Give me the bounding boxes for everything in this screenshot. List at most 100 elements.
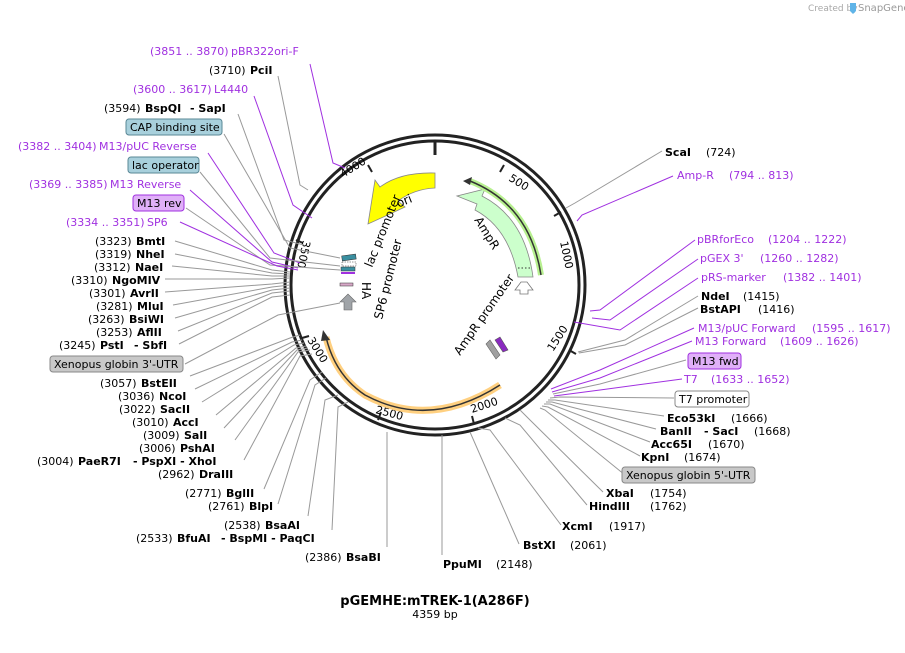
svg-text:pRS-marker: pRS-marker (701, 271, 766, 284)
svg-text:pGEX 3': pGEX 3' (700, 252, 744, 265)
primer-label-l4440[interactable]: (3600 .. 3617) L4440 (133, 83, 248, 96)
feature-ampr-promoter[interactable]: AmpR promoter (451, 272, 517, 360)
enzyme-label-mlui[interactable]: (3281) MluI (96, 300, 164, 313)
svg-text:PpuMI: PpuMI (443, 558, 482, 571)
ori-arrow (367, 172, 436, 225)
enzyme-label-bfuai[interactable]: (2533) BfuAI - BspMI - PaqCI (136, 532, 315, 545)
svg-text:(2148): (2148) (496, 558, 533, 571)
backbone-ring (283, 133, 587, 437)
primer-label-m13-puc-forward[interactable]: M13/pUC Forward (1595 .. 1617) (698, 322, 891, 335)
svg-text:BsaAI: BsaAI (265, 519, 300, 532)
primer-label-pbr322ori-f[interactable]: (3851 .. 3870) pBR322ori-F (150, 45, 299, 58)
svg-text:(2538): (2538) (224, 519, 261, 532)
enzyme-label-bsaai[interactable]: (2538) BsaAI (224, 519, 300, 532)
svg-text:(724): (724) (706, 146, 736, 159)
primer-label-m13-reverse[interactable]: (3369 .. 3385) M13 Reverse (29, 178, 181, 191)
enzyme-label-ncoi[interactable]: (3036) NcoI (118, 390, 186, 403)
feature-box-t7-promoter[interactable]: T7 promoter (674, 390, 750, 408)
enzyme-label-eco53ki[interactable]: Eco53kI (1666) (667, 412, 768, 425)
svg-text:CAP binding site: CAP binding site (130, 121, 220, 134)
enzyme-label-pcii[interactable]: (3710) PciI (209, 64, 272, 77)
enzyme-label-hindiii[interactable]: HindIII (1762) (589, 500, 687, 513)
primer-box-m13-fwd[interactable]: M13 fwd (687, 352, 742, 370)
feature-orf-arc[interactable] (321, 330, 502, 414)
svg-text:Eco53kI: Eco53kI (667, 412, 715, 425)
feature-box-lac-operator[interactable]: lac operator (127, 156, 200, 174)
primer-label-sp6[interactable]: (3334 .. 3351) SP6 (66, 216, 168, 229)
svg-text:PstI: PstI (100, 339, 124, 352)
svg-text:(2761): (2761) (208, 500, 245, 513)
enzyme-label-bsteii[interactable]: (3057) BstEII (100, 377, 177, 390)
svg-text:(1668): (1668) (754, 425, 791, 438)
svg-text:(3253): (3253) (96, 326, 133, 339)
enzyme-label-ngomiv[interactable]: (3310) NgoMIV (71, 274, 161, 287)
enzyme-label-bsiwi[interactable]: (3263) BsiWI (88, 313, 164, 326)
feature-ori[interactable]: ori (367, 172, 436, 225)
svg-text:M13 fwd: M13 fwd (692, 355, 739, 368)
feature-box-cap-binding-site[interactable]: CAP binding site (125, 118, 223, 136)
enzyme-label-bstxi[interactable]: BstXI (2061) (523, 539, 607, 552)
svg-text:- PspXI - XhoI: - PspXI - XhoI (133, 455, 216, 468)
sp6-promoter-arrow (339, 293, 357, 311)
svg-text:HindIII: HindIII (589, 500, 630, 513)
enzyme-label-sacii[interactable]: (3022) SacII (119, 403, 190, 416)
svg-text:M13 Reverse: M13 Reverse (110, 178, 181, 191)
enzyme-label-acci[interactable]: (3010) AccI (132, 416, 199, 429)
plasmid-name: pGEMHE:mTREK-1(A286F) (340, 594, 529, 609)
enzyme-label-bmti[interactable]: (3323) BmtI (95, 235, 165, 248)
enzyme-label-paer7i[interactable]: (3004) PaeR7I - PspXI - XhoI (37, 455, 216, 468)
feature-box-xenopus-globin-3utr[interactable]: Xenopus globin 3'-UTR (49, 355, 184, 373)
enzyme-label-bstapi[interactable]: BstAPI (1416) (700, 303, 795, 316)
enzyme-label-banii[interactable]: BanII - SacI (1668) (660, 425, 791, 438)
svg-text:(2533): (2533) (136, 532, 173, 545)
enzyme-label-sali[interactable]: (3009) SalI (143, 429, 207, 442)
primer-label-pgex3[interactable]: pGEX 3' (1260 .. 1282) (700, 252, 839, 265)
svg-text:PciI: PciI (250, 64, 272, 77)
svg-text:(3334 .. 3351): (3334 .. 3351) (66, 216, 145, 229)
primer-box-m13-rev[interactable]: M13 rev (132, 194, 185, 212)
connector-lines-left (164, 63, 443, 555)
enzyme-label-kpni[interactable]: KpnI (1674) (641, 451, 721, 464)
primer-mark (494, 336, 509, 353)
enzyme-label-ndei[interactable]: NdeI (1415) (701, 290, 780, 303)
svg-text:(3006): (3006) (139, 442, 176, 455)
enzyme-label-bspqi[interactable]: (3594) BspQI - SapI (104, 102, 226, 115)
primer-label-amp-r[interactable]: Amp-R (794 .. 813) (677, 169, 794, 182)
feature-ampr[interactable]: AmpR (455, 177, 544, 295)
enzyme-label-avrii[interactable]: (3301) AvrII (89, 287, 159, 300)
enzyme-label-scai[interactable]: ScaI (724) (665, 146, 736, 159)
svg-text:SalI: SalI (184, 429, 207, 442)
svg-text:T7: T7 (683, 373, 698, 386)
bottom-labels: PpuMI (2148) BstXI (2061) XcmI (1917) (443, 520, 646, 571)
enzyme-label-xbai[interactable]: XbaI (1754) (606, 487, 687, 500)
primer-label-pbrforeco[interactable]: pBRforEco (1204 .. 1222) (697, 233, 847, 246)
feature-box-xenopus-globin-5utr[interactable]: Xenopus globin 5'-UTR (621, 466, 756, 484)
svg-text:BmtI: BmtI (136, 235, 165, 248)
svg-text:(1382 .. 1401): (1382 .. 1401) (783, 271, 862, 284)
enzyme-label-bglii[interactable]: (2771) BglII (185, 487, 254, 500)
enzyme-label-bsabi[interactable]: (2386) BsaBI (305, 551, 381, 564)
enzyme-label-nhei[interactable]: (3319) NheI (95, 248, 165, 261)
enzyme-label-xcmi[interactable]: XcmI (1917) (562, 520, 646, 533)
primer-label-m13-puc-reverse[interactable]: (3382 .. 3404) M13/pUC Reverse (18, 140, 197, 153)
enzyme-label-acc65i[interactable]: Acc65I (1670) (651, 438, 745, 451)
svg-text:(1917): (1917) (609, 520, 646, 533)
enzyme-label-ppumi[interactable]: PpuMI (2148) (443, 558, 533, 571)
svg-text:(1762): (1762) (650, 500, 687, 513)
svg-text:Xenopus globin 5'-UTR: Xenopus globin 5'-UTR (626, 469, 751, 482)
svg-text:(3010): (3010) (132, 416, 169, 429)
svg-text:(3312): (3312) (94, 261, 131, 274)
tick-1500: 1500 (545, 323, 571, 354)
primer-label-m13-forward[interactable]: M13 Forward (1609 .. 1626) (695, 335, 859, 348)
svg-text:Amp-R: Amp-R (677, 169, 714, 182)
enzyme-label-naei[interactable]: (3312) NaeI (94, 261, 163, 274)
primer-label-prs-marker[interactable]: pRS-marker (1382 .. 1401) (701, 271, 862, 284)
enzyme-label-draiii[interactable]: (2962) DraIII (158, 468, 233, 481)
enzyme-label-blpi[interactable]: (2761) BlpI (208, 500, 273, 513)
enzyme-label-pshai[interactable]: (3006) PshAI (139, 442, 215, 455)
svg-text:(1633 .. 1652): (1633 .. 1652) (711, 373, 790, 386)
primer-label-t7[interactable]: T7 (1633 .. 1652) (683, 373, 790, 386)
enzyme-label-psti[interactable]: (3245) PstI - SbfI (59, 339, 167, 352)
enzyme-label-aflii[interactable]: (3253) AflII (96, 326, 162, 339)
